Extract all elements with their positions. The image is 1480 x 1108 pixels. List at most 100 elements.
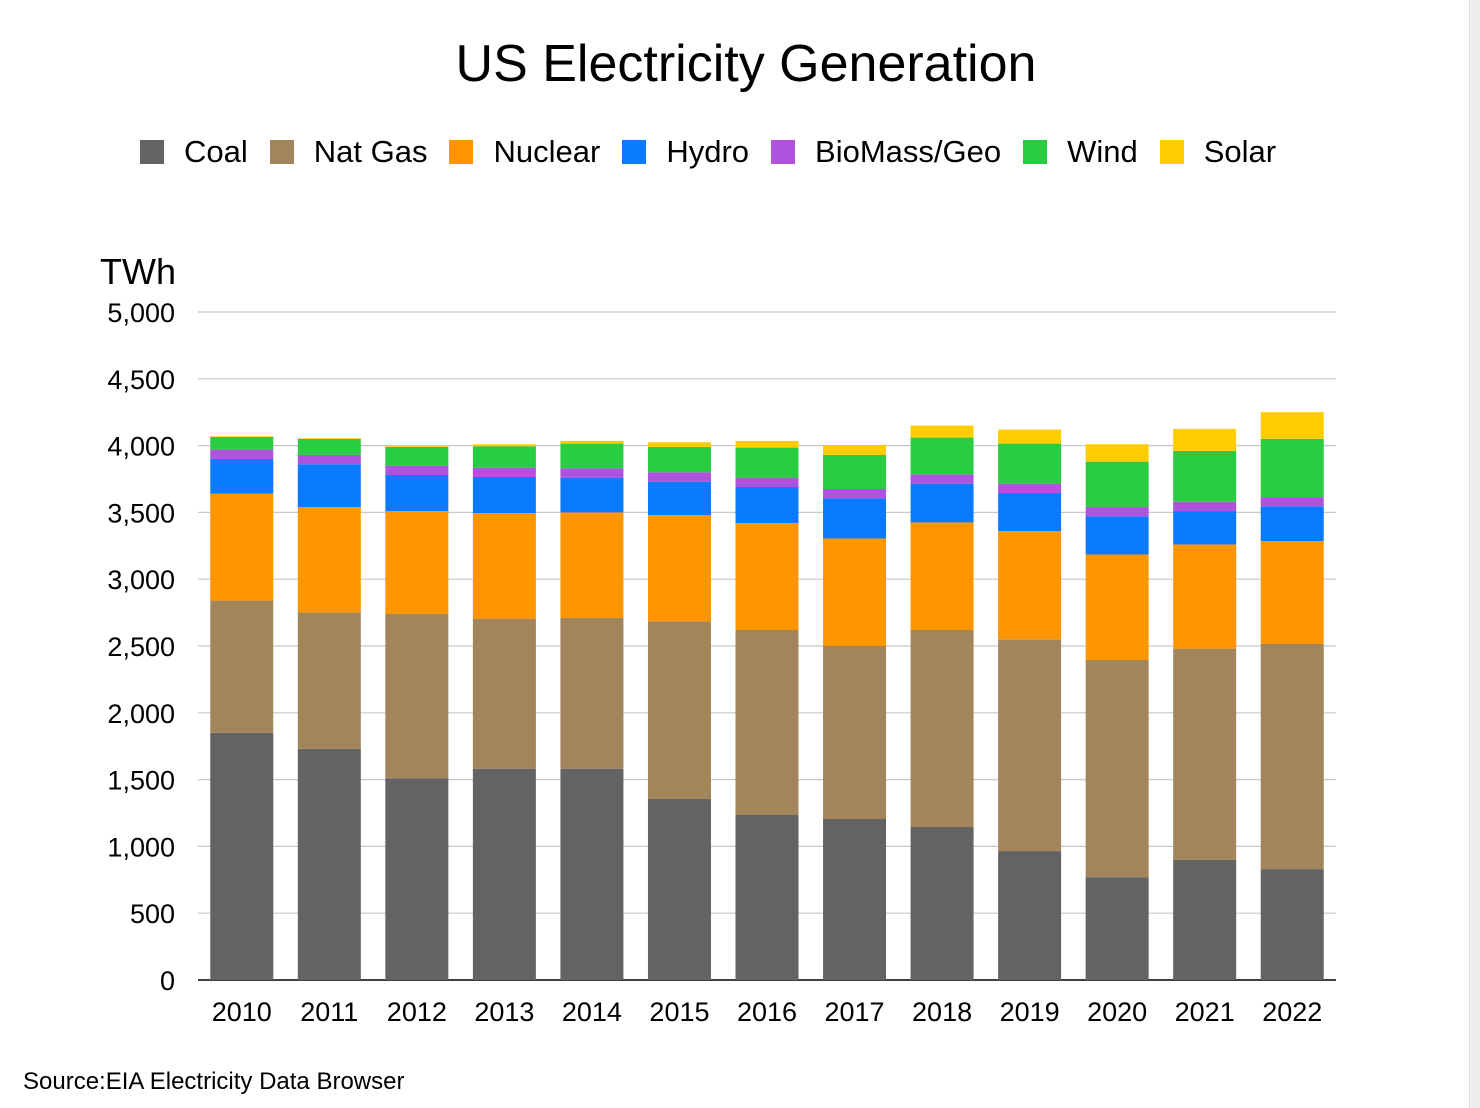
legend-label: Wind bbox=[1067, 134, 1138, 169]
bar-segment-wind-2021 bbox=[1173, 450, 1237, 502]
bar-segment-coal-2010 bbox=[210, 732, 274, 980]
x-tick-label: 2018 bbox=[912, 997, 972, 1027]
bar-segment-wind-2015 bbox=[647, 446, 711, 473]
bar-segment-solar-2019 bbox=[998, 429, 1062, 444]
bar-segment-hydro-2016 bbox=[735, 487, 799, 524]
bar-segment-solar-2014 bbox=[560, 440, 624, 444]
bar-segment-nuclear-2011 bbox=[297, 507, 361, 613]
bar-segment-nat-gas-2018 bbox=[910, 629, 974, 828]
legend-swatch bbox=[1023, 140, 1048, 164]
bar-segment-coal-2020 bbox=[1085, 877, 1149, 980]
bar-segment-solar-2016 bbox=[735, 440, 799, 448]
y-tick-label: 2,000 bbox=[107, 699, 175, 729]
legend-label: Hydro bbox=[666, 134, 750, 169]
bar-segment-nuclear-2010 bbox=[210, 493, 274, 601]
bar-segment-nuclear-2012 bbox=[385, 511, 449, 614]
bar-segment-wind-2019 bbox=[998, 443, 1062, 484]
legend-item: Hydro bbox=[622, 134, 749, 170]
bar-segment-biomass-geo-2019 bbox=[998, 483, 1062, 494]
bar-segment-nat-gas-2017 bbox=[823, 646, 887, 820]
legend-item: Coal bbox=[140, 134, 248, 170]
x-tick-label: 2021 bbox=[1175, 997, 1235, 1027]
y-tick-label: 2,500 bbox=[107, 632, 175, 662]
y-tick-label: 3,500 bbox=[107, 498, 175, 528]
bar-segment-coal-2018 bbox=[910, 827, 974, 980]
bar-segment-wind-2014 bbox=[560, 443, 624, 469]
y-tick-label: 3,000 bbox=[107, 565, 175, 595]
bar-segment-hydro-2012 bbox=[385, 474, 449, 512]
bar-segment-hydro-2019 bbox=[998, 493, 1062, 532]
y-tick-label: 1,500 bbox=[107, 766, 175, 796]
x-tick-label: 2010 bbox=[212, 997, 272, 1027]
bar-segment-biomass-geo-2013 bbox=[472, 467, 536, 477]
bar-segment-hydro-2017 bbox=[823, 498, 887, 539]
x-tick-label: 2017 bbox=[824, 997, 884, 1027]
bar-segment-nat-gas-2019 bbox=[998, 639, 1062, 852]
bar-segment-solar-2020 bbox=[1085, 444, 1149, 462]
bar-segment-coal-2013 bbox=[472, 768, 536, 980]
bar-segment-biomass-geo-2016 bbox=[735, 477, 799, 488]
bar-segment-coal-2021 bbox=[1173, 859, 1237, 980]
bar-segment-nuclear-2018 bbox=[910, 522, 974, 630]
x-tick-label: 2012 bbox=[387, 997, 447, 1027]
y-tick-label: 0 bbox=[160, 966, 175, 996]
legend-item: Nuclear bbox=[449, 134, 600, 170]
x-tick-label: 2016 bbox=[737, 997, 797, 1027]
bar-segment-biomass-geo-2017 bbox=[823, 489, 887, 499]
bar-segment-nat-gas-2020 bbox=[1085, 660, 1149, 878]
bar-segment-nuclear-2015 bbox=[647, 515, 711, 622]
x-tick-label: 2022 bbox=[1262, 997, 1322, 1027]
bar-segment-hydro-2015 bbox=[647, 481, 711, 516]
bar-segment-wind-2017 bbox=[823, 454, 887, 490]
y-tick-label: 4,500 bbox=[107, 365, 175, 395]
y-tick-label: 500 bbox=[130, 899, 175, 929]
bar-segment-coal-2011 bbox=[297, 748, 361, 980]
legend-label: Nat Gas bbox=[313, 134, 428, 169]
bar-segment-nat-gas-2021 bbox=[1173, 648, 1237, 860]
bar-segment-nuclear-2021 bbox=[1173, 544, 1237, 649]
legend-swatch bbox=[622, 140, 647, 164]
bar-segment-biomass-geo-2022 bbox=[1260, 497, 1324, 507]
legend-swatch bbox=[449, 140, 474, 164]
bar-segment-solar-2011 bbox=[297, 438, 361, 439]
bar-segment-biomass-geo-2018 bbox=[910, 474, 974, 484]
legend-label: Coal bbox=[184, 134, 248, 169]
bar-segment-hydro-2010 bbox=[210, 458, 274, 494]
bar-segment-coal-2015 bbox=[647, 798, 711, 980]
legend-item: BioMass/Geo bbox=[771, 134, 1001, 170]
x-tick-label: 2011 bbox=[300, 997, 358, 1027]
bar-segment-nat-gas-2014 bbox=[560, 617, 624, 769]
bar-segment-coal-2012 bbox=[385, 778, 449, 980]
bar-segment-coal-2022 bbox=[1260, 869, 1324, 980]
legend-item: Wind bbox=[1023, 134, 1138, 170]
bar-segment-nat-gas-2013 bbox=[472, 618, 536, 769]
x-tick-label: 2020 bbox=[1087, 997, 1147, 1027]
legend-label: BioMass/Geo bbox=[815, 134, 1002, 169]
bar-segment-coal-2014 bbox=[560, 768, 624, 980]
legend-swatch bbox=[1159, 140, 1184, 164]
legend-item: Nat Gas bbox=[269, 134, 428, 170]
bar-segment-wind-2010 bbox=[210, 436, 274, 450]
bar-segment-solar-2018 bbox=[910, 425, 974, 438]
bar-segment-biomass-geo-2011 bbox=[297, 454, 361, 465]
bar-segment-solar-2022 bbox=[1260, 412, 1324, 439]
bar-segment-biomass-geo-2012 bbox=[385, 465, 449, 475]
bar-segment-biomass-geo-2014 bbox=[560, 468, 624, 478]
bar-segment-solar-2012 bbox=[385, 446, 449, 447]
x-tick-label: 2014 bbox=[562, 997, 622, 1027]
bar-segment-wind-2022 bbox=[1260, 438, 1324, 498]
bar-segment-nat-gas-2016 bbox=[735, 629, 799, 816]
bar-segment-coal-2016 bbox=[735, 815, 799, 980]
legend-swatch bbox=[269, 140, 294, 164]
bar-segment-biomass-geo-2020 bbox=[1085, 507, 1149, 517]
y-axis-label: TWh bbox=[100, 251, 176, 292]
bar-segment-nat-gas-2015 bbox=[647, 621, 711, 799]
bar-segment-nuclear-2020 bbox=[1085, 554, 1149, 661]
y-tick-label: 4,000 bbox=[107, 432, 175, 462]
bar-segment-nuclear-2014 bbox=[560, 512, 624, 618]
bar-segment-hydro-2011 bbox=[297, 464, 361, 508]
bar-segment-nuclear-2016 bbox=[735, 523, 799, 630]
window-edge bbox=[1469, 0, 1480, 1108]
bar-segment-solar-2021 bbox=[1173, 428, 1237, 451]
